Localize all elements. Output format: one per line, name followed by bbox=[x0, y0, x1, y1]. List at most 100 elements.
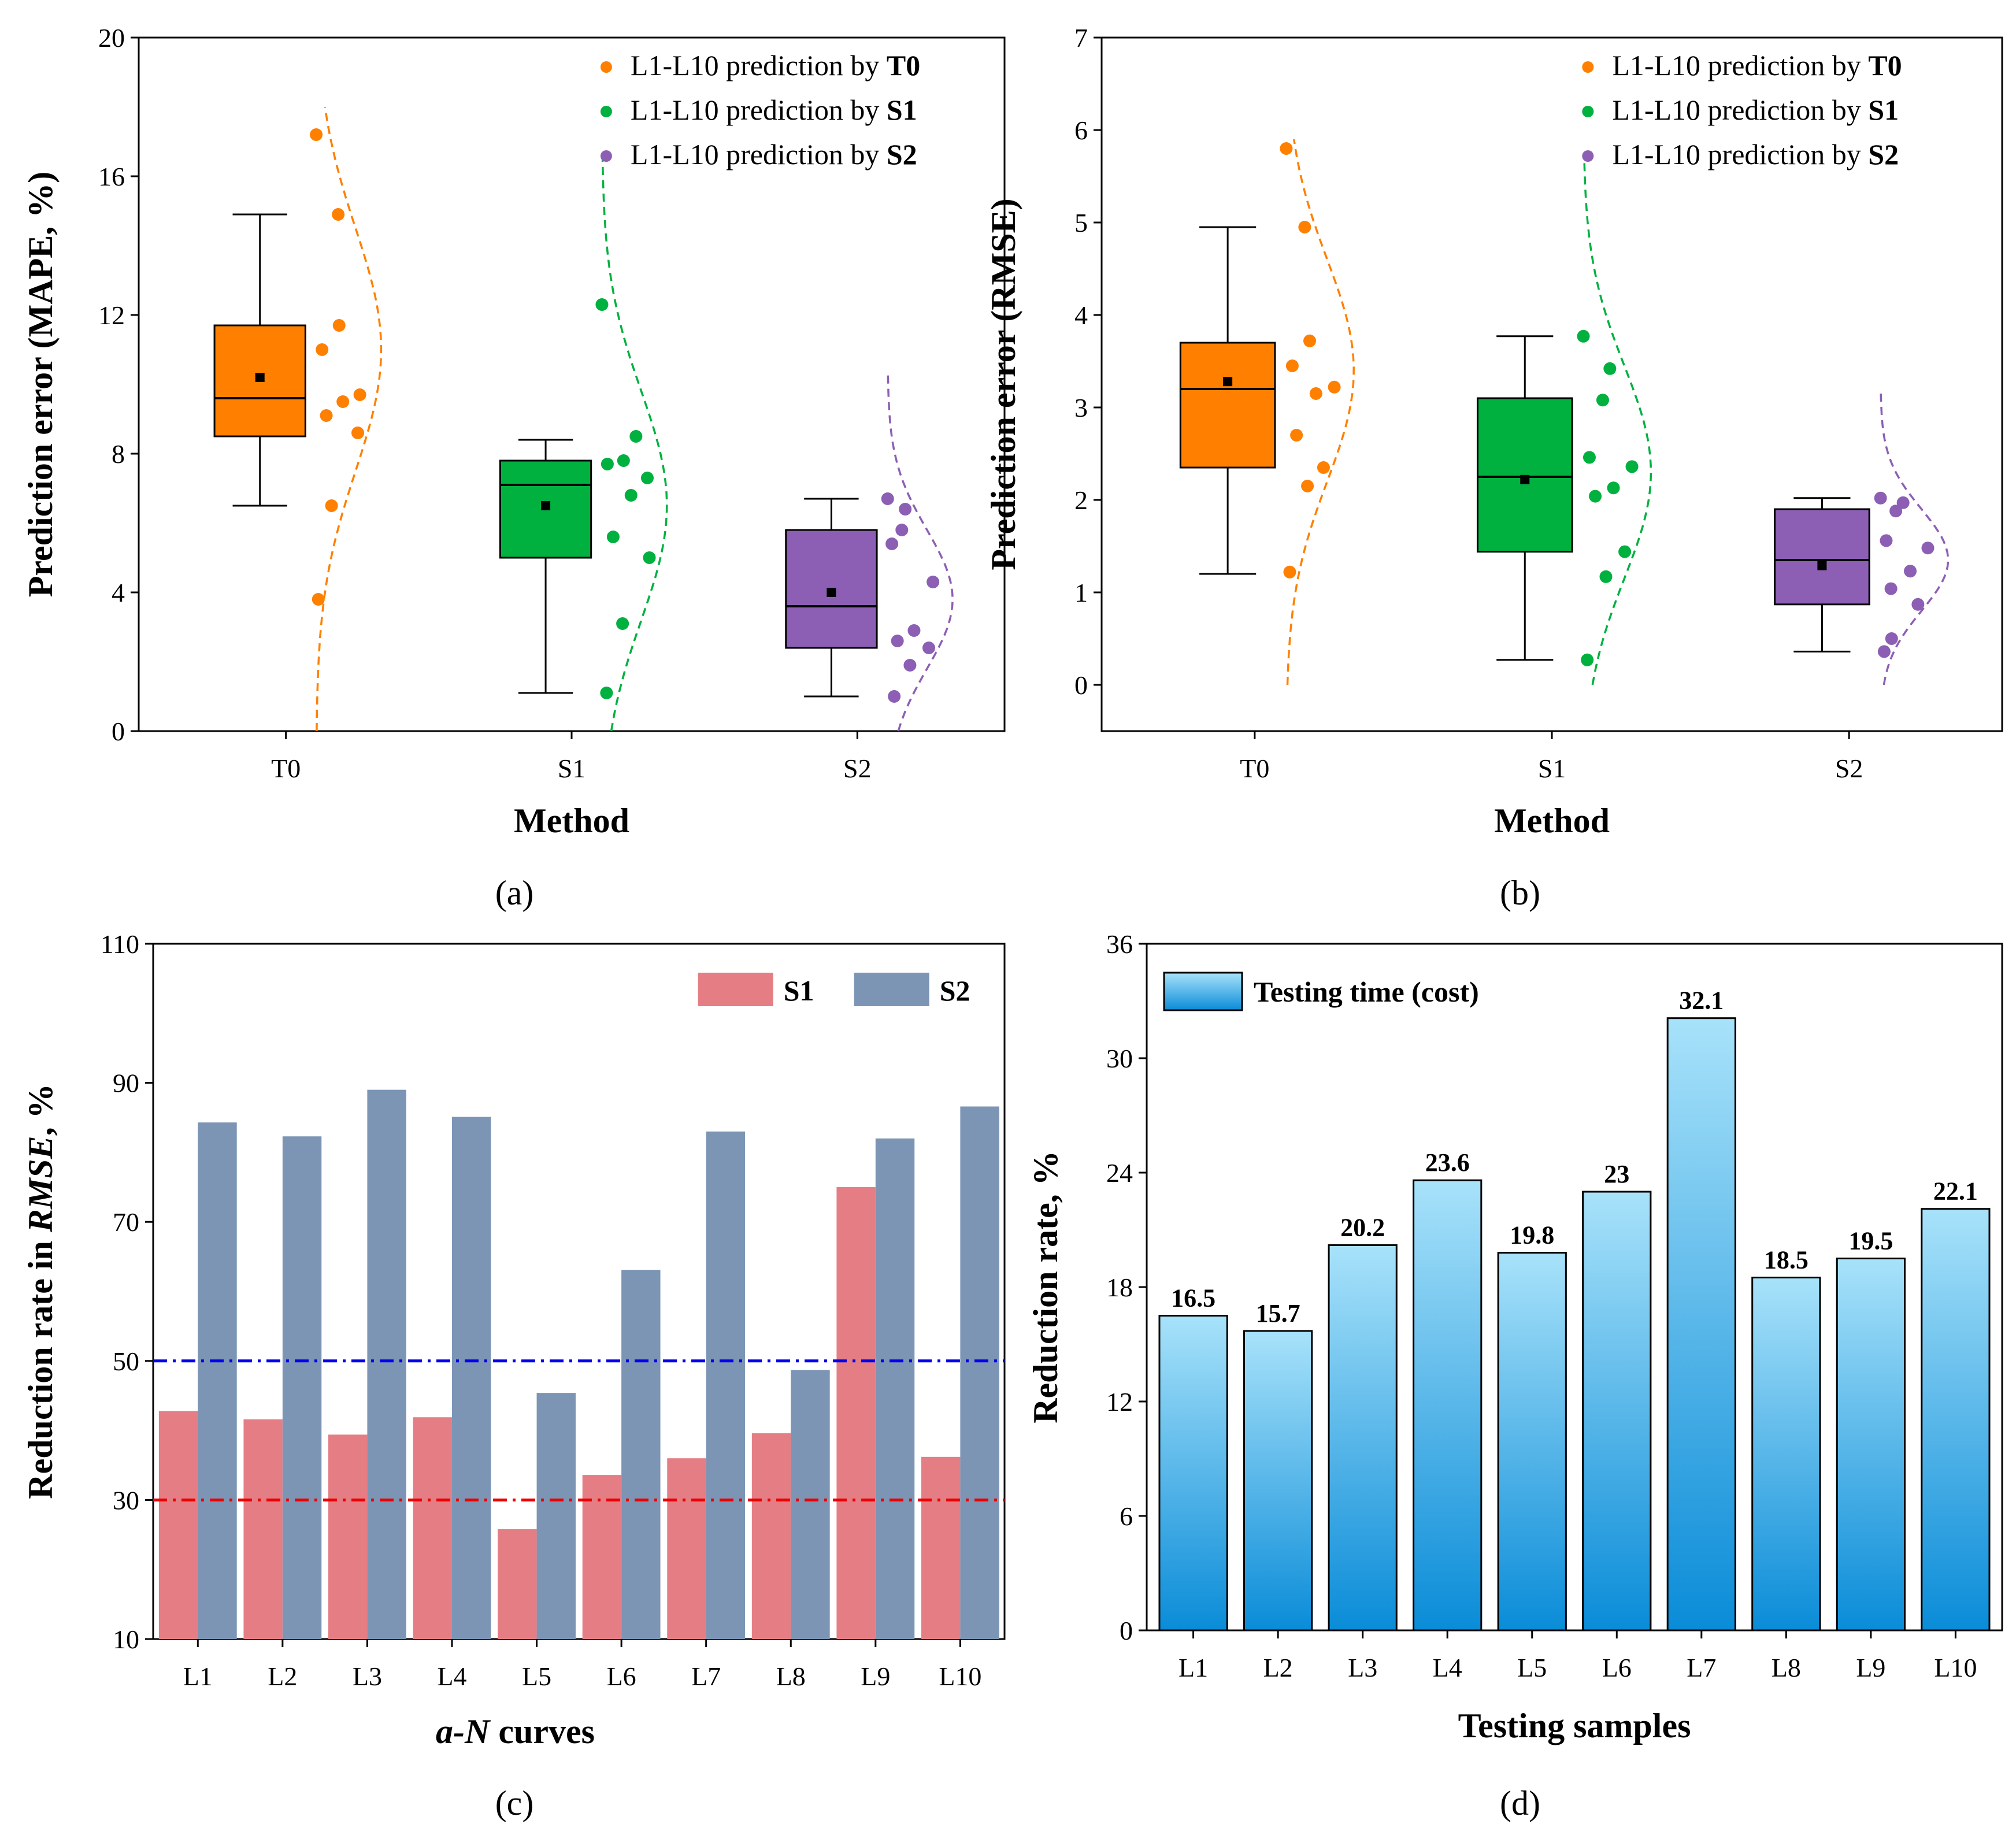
a-data-point bbox=[595, 298, 609, 311]
d-bar bbox=[1158, 1315, 1228, 1632]
d-ytick-label: 0 bbox=[1120, 1616, 1133, 1645]
a-legend-marker bbox=[600, 150, 612, 162]
d-ytick-label: 12 bbox=[1106, 1387, 1133, 1417]
c-bar-s2 bbox=[282, 1136, 322, 1639]
a-mean-marker bbox=[541, 501, 551, 510]
a-xtick-label: S2 bbox=[843, 754, 872, 783]
c-xtick-label: L10 bbox=[939, 1662, 981, 1691]
c-bar-s1 bbox=[582, 1475, 622, 1639]
a-data-point bbox=[881, 492, 894, 505]
a-data-point bbox=[332, 208, 345, 221]
b-xtick-label: S1 bbox=[1538, 754, 1566, 783]
b-data-point bbox=[1285, 359, 1299, 372]
d-data-label: 23 bbox=[1604, 1160, 1629, 1188]
c-y-axis-title: Reduction rate in RMSE, % bbox=[21, 1084, 60, 1499]
c-ytick-label: 50 bbox=[113, 1347, 139, 1376]
a-data-point bbox=[606, 531, 620, 543]
b-data-point bbox=[1301, 480, 1314, 492]
a-data-point bbox=[601, 458, 614, 470]
a-data-point bbox=[907, 624, 921, 637]
b-data-point bbox=[1884, 582, 1898, 595]
b-data-point bbox=[1599, 570, 1613, 583]
b-xtick-label: T0 bbox=[1240, 754, 1269, 783]
c-xtick-label: L8 bbox=[776, 1662, 806, 1691]
d-ytick-label: 30 bbox=[1106, 1044, 1133, 1073]
b-data-point bbox=[1911, 598, 1925, 611]
b-distribution-curve bbox=[1583, 157, 1652, 685]
d-bar bbox=[1243, 1330, 1313, 1632]
b-legend-marker bbox=[1582, 150, 1594, 162]
d-ytick-label: 36 bbox=[1106, 929, 1133, 959]
c-bar-s2 bbox=[536, 1393, 576, 1639]
b-data-point bbox=[1290, 429, 1303, 442]
b-distribution-curve bbox=[1286, 139, 1355, 685]
a-data-point bbox=[891, 635, 904, 647]
d-data-label: 16.5 bbox=[1171, 1284, 1215, 1312]
b-data-point bbox=[1904, 565, 1917, 578]
b-ytick-label: 1 bbox=[1074, 578, 1088, 607]
a-data-point bbox=[320, 409, 333, 422]
c-xtick-label: L3 bbox=[353, 1662, 382, 1691]
d-data-label: 18.5 bbox=[1764, 1246, 1809, 1274]
b-legend-label: L1-L10 prediction by S1 bbox=[1612, 94, 1899, 126]
d-xtick-label: L8 bbox=[1772, 1653, 1801, 1682]
a-data-point bbox=[332, 319, 346, 332]
c-bar-s2 bbox=[960, 1106, 999, 1639]
c-bar-s1 bbox=[667, 1458, 706, 1639]
b-box-S2 bbox=[1774, 508, 1870, 606]
b-data-point bbox=[1885, 632, 1898, 645]
b-mean-marker bbox=[1223, 377, 1233, 387]
d-data-label: 19.8 bbox=[1510, 1221, 1554, 1250]
chart-c: 10 30 50 70 90 110 L1 L2 L3 L4 L5 L6 L7 L8 L9 L10 S1 S2 a-… bbox=[21, 929, 1006, 1751]
a-data-point bbox=[629, 430, 643, 443]
d-ytick-label: 6 bbox=[1120, 1501, 1133, 1531]
d-xtick-label: L10 bbox=[1934, 1653, 1977, 1682]
a-data-point bbox=[336, 395, 350, 408]
a-y-axis-title: Prediction error (MAPE, %) bbox=[21, 172, 60, 597]
a-ytick-label: 12 bbox=[98, 301, 125, 330]
panel-label-c: (c) bbox=[495, 1784, 534, 1822]
a-mean-marker bbox=[827, 588, 836, 597]
d-data-label: 23.6 bbox=[1425, 1148, 1470, 1177]
d-bar bbox=[1836, 1258, 1906, 1632]
d-bar bbox=[1497, 1252, 1567, 1632]
d-xtick-label: L3 bbox=[1348, 1653, 1377, 1682]
a-data-point bbox=[600, 687, 613, 699]
c-ytick-label: 30 bbox=[113, 1485, 139, 1515]
b-box-T0 bbox=[1179, 342, 1276, 469]
chart-b: 0 1 2 3 4 5 6 7 T0 S1 S2 Method Prediction error (RM… bbox=[984, 23, 2003, 840]
a-data-point bbox=[922, 642, 935, 654]
d-bar bbox=[1328, 1244, 1398, 1632]
b-ytick-label: 3 bbox=[1074, 393, 1088, 422]
a-legend-label: L1-L10 prediction by T0 bbox=[631, 49, 920, 81]
a-data-point bbox=[353, 388, 366, 401]
a-data-point bbox=[927, 576, 940, 588]
panel-label-d: (d) bbox=[1500, 1784, 1540, 1822]
b-ytick-label: 5 bbox=[1074, 208, 1088, 238]
c-xtick-label: L4 bbox=[437, 1662, 466, 1691]
b-data-point bbox=[1896, 496, 1910, 509]
a-data-point bbox=[316, 343, 329, 356]
a-data-point bbox=[310, 128, 323, 141]
b-data-point bbox=[1596, 394, 1609, 407]
b-data-point bbox=[1581, 653, 1594, 666]
b-xtick-label: S2 bbox=[1835, 754, 1863, 783]
c-xtick-label: L9 bbox=[861, 1662, 890, 1691]
c-bar-s2 bbox=[621, 1270, 661, 1639]
c-ytick-label: 90 bbox=[113, 1069, 139, 1098]
b-data-point bbox=[1577, 329, 1590, 343]
a-ytick-label: 0 bbox=[112, 717, 125, 746]
a-data-point bbox=[325, 499, 338, 512]
c-xtick-label: L1 bbox=[183, 1662, 213, 1691]
b-data-point bbox=[1607, 481, 1620, 495]
d-bar bbox=[1582, 1191, 1652, 1632]
a-xtick-label: S1 bbox=[558, 754, 586, 783]
a-data-point bbox=[351, 427, 365, 439]
b-x-axis-title: Method bbox=[1494, 802, 1610, 840]
a-legend-marker bbox=[600, 106, 612, 117]
d-data-label: 15.7 bbox=[1256, 1299, 1300, 1328]
c-bar-s2 bbox=[875, 1138, 915, 1639]
d-xtick-label: L2 bbox=[1263, 1653, 1293, 1682]
a-data-point bbox=[624, 489, 638, 502]
